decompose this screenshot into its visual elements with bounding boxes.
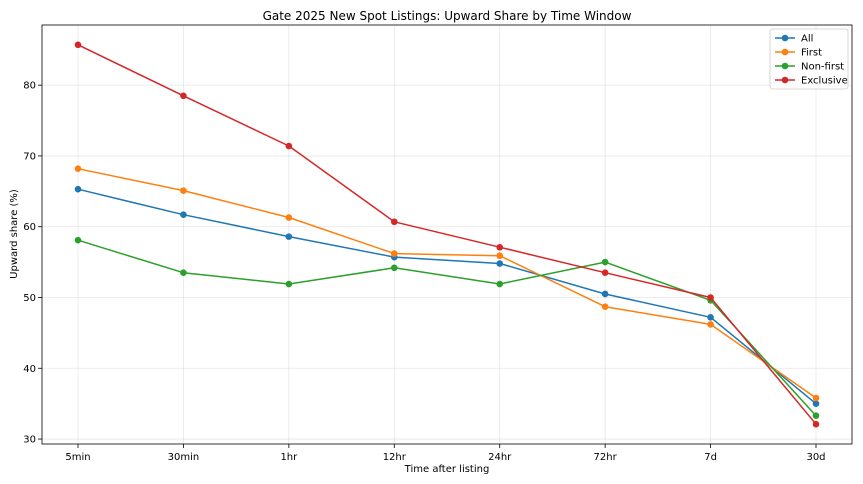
x-axis: 5min 30min 1hr 12hr 24hr 72hr 7d 30d bbox=[65, 444, 826, 463]
data-point bbox=[390, 218, 398, 226]
y-axis: 30 40 50 60 70 80 bbox=[23, 81, 42, 446]
chart-title: Gate 2025 New Spot Listings: Upward Shar… bbox=[263, 9, 632, 23]
data-point bbox=[812, 394, 820, 402]
legend-label: All bbox=[801, 34, 813, 45]
data-point bbox=[390, 264, 398, 272]
data-point bbox=[601, 258, 609, 266]
x-tick-label: 1hr bbox=[280, 452, 298, 463]
x-tick-label: 30min bbox=[168, 452, 200, 463]
data-point bbox=[812, 412, 820, 419]
data-point bbox=[496, 280, 504, 288]
data-point bbox=[707, 294, 714, 301]
legend-swatch-marker bbox=[781, 76, 789, 84]
data-point bbox=[496, 243, 504, 251]
y-tick-label: 50 bbox=[23, 293, 36, 304]
data-point bbox=[601, 303, 609, 310]
y-axis-label: Upward share (%) bbox=[9, 189, 20, 279]
data-point bbox=[285, 233, 293, 240]
legend: All First Non-first Exclusive bbox=[769, 28, 849, 90]
legend-box bbox=[769, 28, 849, 90]
data-point bbox=[707, 314, 714, 321]
data-point bbox=[285, 214, 293, 221]
x-tick-label: 5min bbox=[65, 452, 90, 463]
data-point bbox=[180, 269, 187, 277]
y-tick-label: 80 bbox=[23, 81, 36, 92]
data-point bbox=[74, 165, 82, 172]
data-point bbox=[496, 260, 504, 267]
legend-label: Exclusive bbox=[801, 76, 848, 87]
x-tick-label: 12hr bbox=[383, 452, 407, 463]
x-axis-label: Time after listing bbox=[404, 464, 490, 475]
legend-swatch-marker bbox=[781, 48, 789, 56]
data-point bbox=[74, 41, 82, 49]
data-point bbox=[74, 185, 82, 193]
data-point bbox=[180, 211, 187, 218]
series-line bbox=[77, 44, 817, 425]
legend-item: Exclusive bbox=[775, 76, 848, 87]
y-tick-label: 40 bbox=[23, 364, 36, 375]
data-point bbox=[601, 290, 609, 298]
series-all bbox=[74, 185, 820, 407]
data-point bbox=[285, 280, 293, 288]
data-point bbox=[180, 187, 187, 194]
legend-item: First bbox=[775, 48, 822, 59]
series-first bbox=[74, 165, 820, 402]
x-tick-label: 72hr bbox=[594, 452, 618, 463]
legend-swatch-marker bbox=[781, 34, 789, 42]
data-point bbox=[180, 92, 187, 100]
series-line bbox=[77, 188, 817, 405]
data-point bbox=[601, 269, 609, 277]
legend-item: All bbox=[775, 34, 813, 45]
x-tick-label: 30d bbox=[806, 452, 825, 463]
data-point bbox=[74, 236, 82, 244]
legend-item: Non-first bbox=[775, 62, 844, 73]
grid bbox=[42, 25, 852, 444]
x-tick-label: 7d bbox=[704, 452, 717, 463]
x-tick-label: 24hr bbox=[488, 452, 512, 463]
y-tick-label: 70 bbox=[23, 151, 36, 162]
series-line bbox=[77, 167, 817, 399]
data-point bbox=[285, 142, 293, 150]
data-point bbox=[390, 250, 398, 257]
data-point bbox=[812, 420, 820, 428]
data-point bbox=[496, 252, 504, 260]
y-tick-label: 30 bbox=[23, 435, 36, 446]
legend-label: First bbox=[801, 48, 822, 59]
series-non-first bbox=[74, 236, 820, 419]
legend-label: Non-first bbox=[801, 62, 844, 73]
series-exclusive bbox=[74, 41, 820, 428]
data-point bbox=[812, 400, 820, 407]
y-tick-label: 60 bbox=[23, 222, 36, 233]
series-group bbox=[74, 41, 820, 428]
plot-frame bbox=[41, 24, 853, 445]
series-line bbox=[77, 239, 817, 417]
legend-swatch-marker bbox=[781, 62, 789, 70]
data-point bbox=[707, 321, 714, 328]
